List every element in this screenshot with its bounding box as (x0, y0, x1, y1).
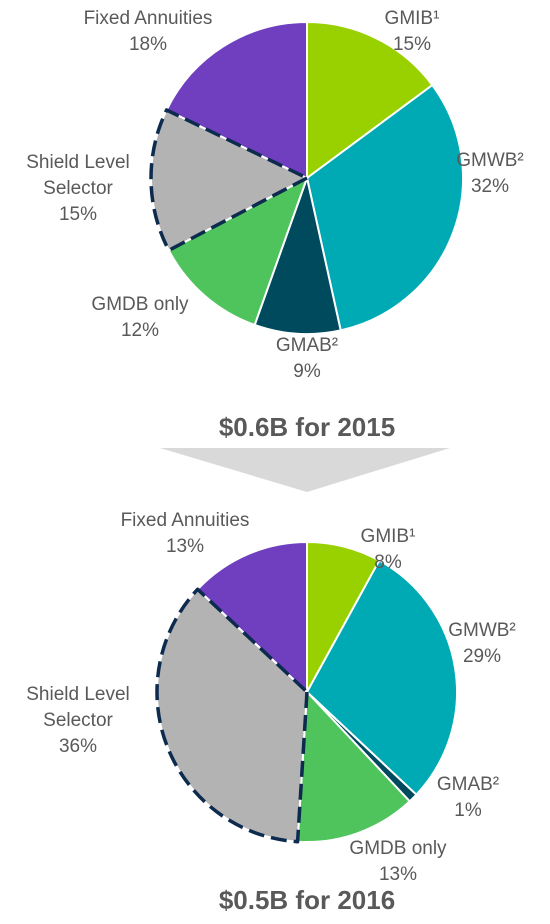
slice-label: GMAB² 1% (418, 772, 518, 824)
value-label: 29% (462, 646, 502, 667)
category-label: Fixed Annuities (120, 510, 250, 531)
arrow (160, 448, 450, 492)
slice-label: GMDB only 13% (328, 836, 468, 888)
slice-label: GMIB¹ 8% (343, 524, 433, 576)
slice-outline (149, 108, 309, 253)
slice-outline (155, 587, 309, 844)
pie-slice (305, 83, 464, 332)
category-label: GMIB¹ (360, 526, 416, 547)
value-label: 32% (470, 176, 510, 197)
pie-slice (296, 689, 412, 843)
pie-slice (253, 174, 342, 335)
slice-label: GMAB² 9% (257, 333, 357, 385)
pie-slice (165, 20, 308, 180)
chart-title: $0.5B for 2016 (218, 885, 396, 915)
category-label: GMDB only (349, 838, 447, 859)
value-label: 13% (165, 536, 205, 557)
category-label: Shield Level Selector (26, 152, 130, 199)
slice-label: GMWB² 32% (440, 148, 540, 200)
slice-label: GMIB¹ 15% (367, 6, 457, 58)
slice-label: Shield Level Selector 15% (8, 150, 148, 228)
category-label: GMAB² (275, 335, 339, 356)
value-label: 1% (454, 800, 482, 821)
value-label: 15% (392, 34, 432, 55)
pie-slice (305, 559, 458, 797)
category-label: GMDB only (91, 294, 189, 315)
category-label: GMAB² (436, 774, 500, 795)
value-label: 15% (58, 204, 98, 225)
value-label: 8% (374, 552, 402, 573)
value-label: 36% (58, 736, 98, 757)
category-label: Shield Level Selector (26, 684, 130, 731)
pie-slice (167, 175, 309, 327)
value-label: 9% (293, 361, 321, 382)
slice-label: Fixed Annuities 13% (95, 508, 275, 560)
category-label: Fixed Annuities (83, 8, 213, 29)
slice-label: GMWB² 29% (432, 618, 532, 670)
pie-slice (196, 540, 308, 695)
pie-slice (306, 20, 434, 180)
slice-label: GMDB only 12% (70, 292, 210, 344)
chart-title: $0.6B for 2015 (218, 412, 396, 442)
category-label: GMIB¹ (384, 8, 440, 29)
category-label: GMWB² (456, 150, 524, 171)
category-label: GMWB² (448, 620, 516, 641)
slice-label: Shield Level Selector 36% (8, 682, 148, 760)
value-label: 12% (120, 320, 160, 341)
value-label: 13% (378, 864, 418, 885)
value-label: 18% (128, 34, 168, 55)
slice-label: Fixed Annuities 18% (58, 6, 238, 58)
